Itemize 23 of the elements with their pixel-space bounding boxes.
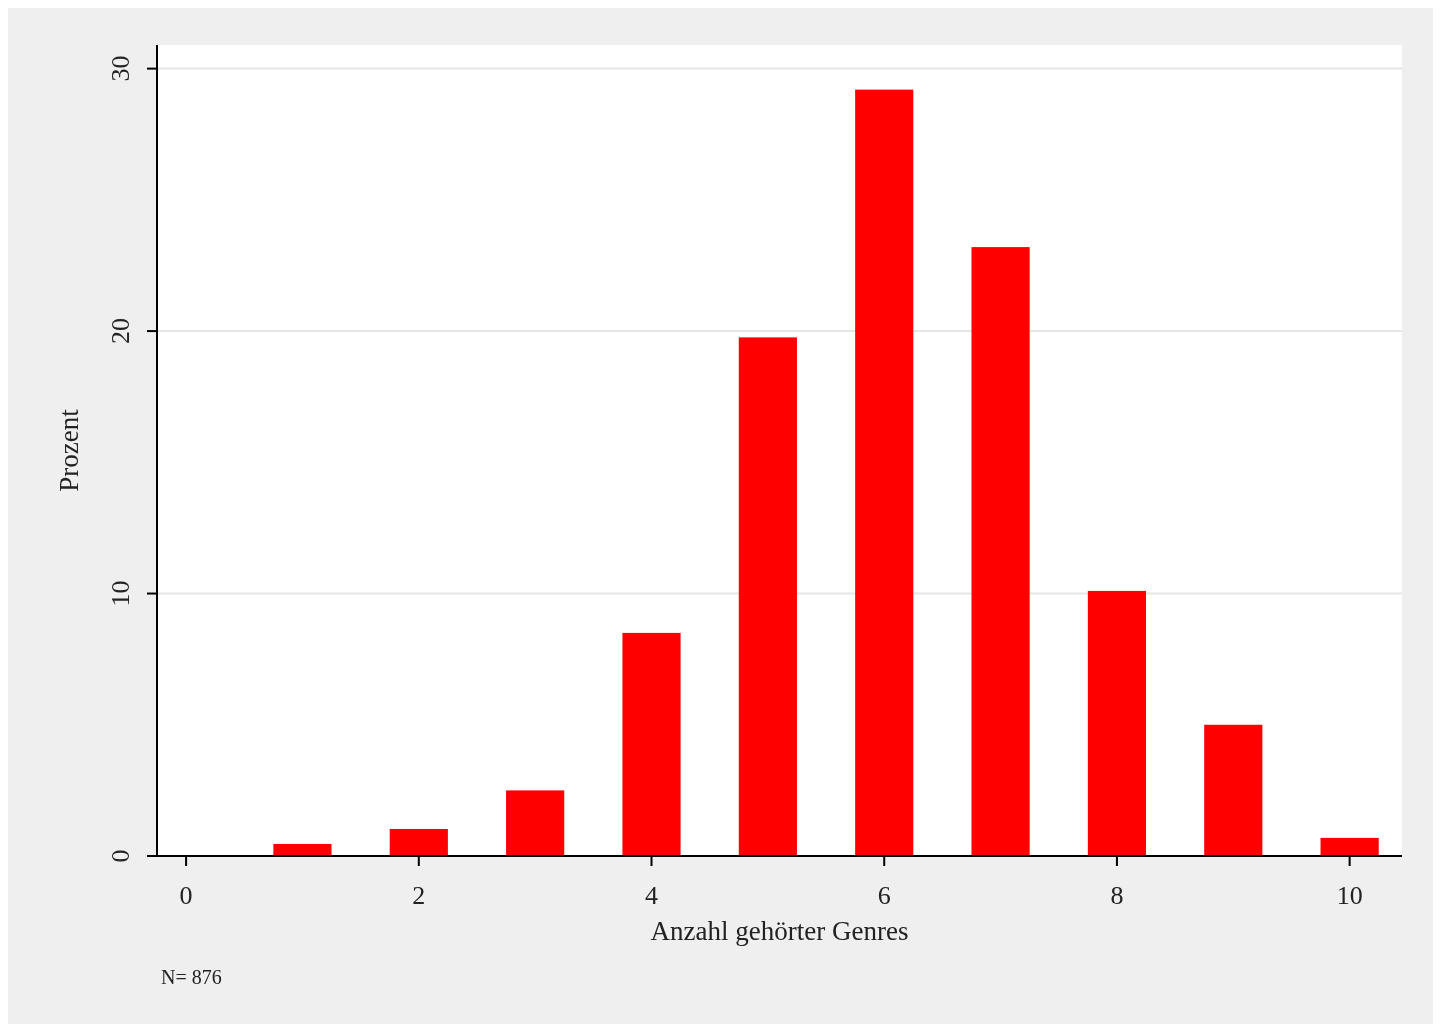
y-tick-label: 10 <box>106 580 135 607</box>
y-tick-label: 0 <box>106 849 135 863</box>
x-tick-label: 4 <box>645 881 659 910</box>
bar <box>971 247 1030 856</box>
x-tick-label: 0 <box>179 881 193 910</box>
x-tick-label: 6 <box>877 881 891 910</box>
y-axis-title: Prozent <box>54 408 84 492</box>
bar <box>738 337 797 856</box>
bar <box>389 828 448 856</box>
bar <box>1320 837 1379 856</box>
x-tick-label: 10 <box>1336 881 1363 910</box>
y-tick-label: 30 <box>106 55 135 82</box>
bar <box>855 89 914 856</box>
bar <box>1087 590 1147 856</box>
bar <box>273 843 332 856</box>
x-tick-label: 8 <box>1110 881 1124 910</box>
bar <box>506 790 565 856</box>
bar <box>1204 724 1263 856</box>
bar <box>622 632 681 856</box>
x-tick-label: 2 <box>412 881 426 910</box>
text: N= 876 <box>161 966 222 988</box>
y-tick-label: 20 <box>106 318 135 345</box>
x-axis-title: Anzahl gehörter Genres <box>650 916 909 946</box>
